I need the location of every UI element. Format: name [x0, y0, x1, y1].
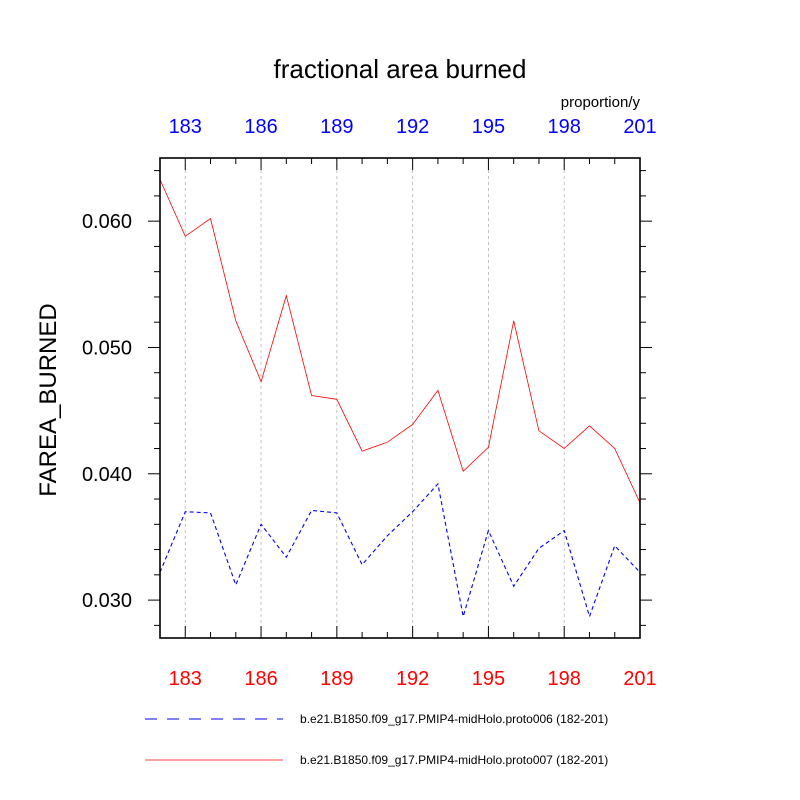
units-label: proportion/y	[561, 94, 641, 111]
grid-lines	[184, 158, 565, 638]
y-tick-label-2: 0.050	[82, 337, 132, 359]
series-line-2	[159, 179, 641, 503]
x-tick-label-top-6: 201	[623, 116, 656, 138]
x-tick-label-bottom-2: 189	[320, 668, 353, 690]
x-tick-label-bottom-6: 201	[623, 668, 656, 690]
x-tick-label-top-1: 186	[244, 116, 277, 138]
legend: b.e21.B1850.f09_g17.PMIP4-midHolo.proto0…	[145, 712, 608, 767]
y-axis-label: FAREA_BURNED	[35, 303, 62, 496]
y-tick-label-3: 0.060	[82, 211, 132, 233]
y-tick-label-0: 0.030	[82, 590, 132, 612]
x-tick-label-bottom-5: 198	[548, 668, 581, 690]
x-tick-label-bottom-1: 186	[244, 668, 277, 690]
plot-frame	[159, 157, 641, 639]
x-tick-label-bottom-4: 195	[472, 668, 505, 690]
tick-labels: 183 183 186 186 189 189 192 192 195 195 198 198 201 2…	[82, 116, 657, 690]
x-tick-label-bottom-3: 192	[396, 668, 429, 690]
x-tick-label-bottom-0: 183	[169, 668, 202, 690]
x-tick-label-top-4: 195	[472, 116, 505, 138]
series-line-1	[159, 482, 641, 619]
x-tick-label-top-0: 183	[169, 116, 202, 138]
legend-label-series-2: b.e21.B1850.f09_g17.PMIP4-midHolo.proto0…	[300, 753, 608, 767]
chart-title: fractional area burned	[274, 54, 527, 84]
y-tick-label-1: 0.040	[82, 464, 132, 486]
legend-label-series-1: b.e21.B1850.f09_g17.PMIP4-midHolo.proto0…	[300, 712, 608, 726]
x-tick-label-top-2: 189	[320, 116, 353, 138]
x-tick-label-top-5: 198	[548, 116, 581, 138]
x-tick-label-top-3: 192	[396, 116, 429, 138]
axis-ticks	[148, 158, 652, 638]
series-lines	[159, 179, 641, 619]
